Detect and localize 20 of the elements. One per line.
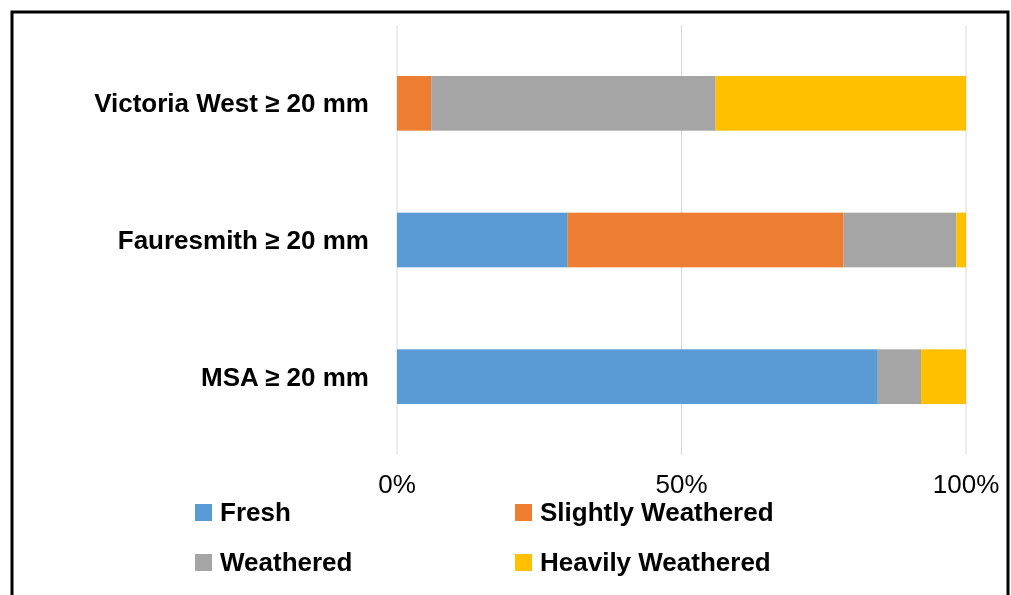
x-tick-label: 50% [655, 469, 708, 499]
x-tick-label: 0% [378, 469, 416, 499]
legend-label: Weathered [220, 547, 353, 578]
bar [397, 349, 878, 404]
legend-label: Fresh [220, 497, 291, 528]
bar [877, 349, 922, 404]
y-tick-label: Victoria West ≥ 20 mm [94, 88, 369, 119]
x-tick-label: 100% [932, 469, 1000, 499]
legend-label: Slightly Weathered [540, 497, 774, 528]
bar [843, 212, 957, 268]
bar [567, 212, 844, 268]
y-tick-label: MSA ≥ 20 mm [201, 361, 369, 392]
bar [956, 212, 966, 268]
bar [397, 212, 568, 268]
bar [431, 76, 716, 131]
bar [921, 349, 966, 404]
bar [715, 76, 966, 131]
legend-label: Heavily Weathered [540, 547, 771, 578]
y-tick-label: Fauresmith ≥ 20 mm [117, 225, 369, 256]
bar [397, 76, 432, 131]
